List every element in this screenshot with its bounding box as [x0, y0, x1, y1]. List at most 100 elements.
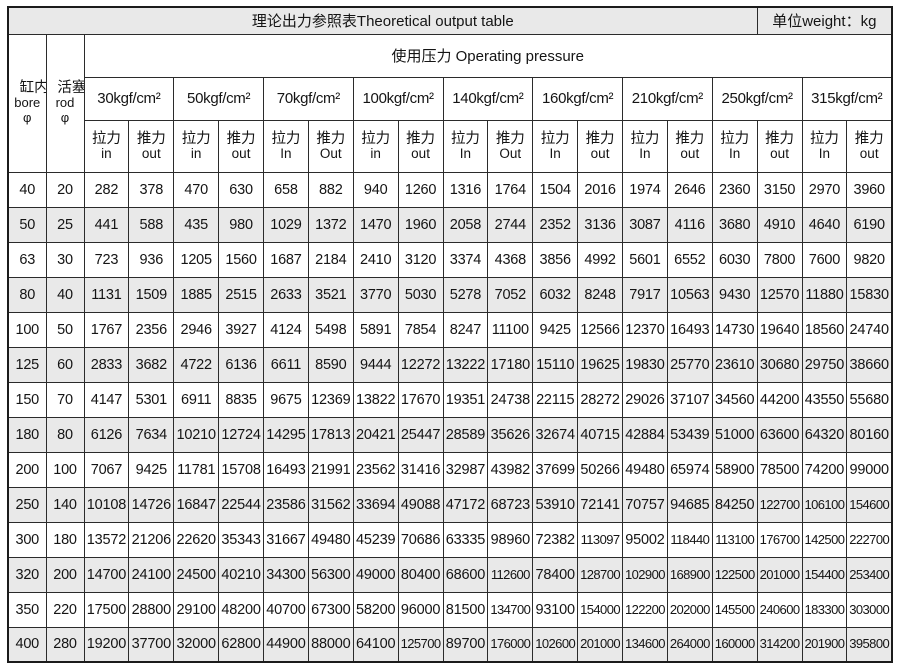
table-cell: 122500 — [711, 556, 758, 593]
table-cell: 49480 — [307, 521, 354, 558]
table-cell: 2744 — [487, 206, 534, 243]
pull-push-row: 拉力 in 推力 out 拉力 in 推力 out 拉力 In 推力 Out 拉力 in 推力 out 拉力 In… — [8, 119, 893, 173]
output-value: 2946 — [180, 321, 212, 338]
output-value: 19625 — [580, 356, 620, 373]
table-cell: 6552 — [666, 241, 713, 278]
rod-label-cn: 活塞杆 — [57, 79, 83, 96]
output-value: 154000 — [580, 601, 620, 617]
output-value: 49480 — [625, 461, 665, 478]
table-cell: 14726 — [128, 486, 175, 523]
rod-value: 200 — [53, 566, 77, 583]
table-cell: 14700 — [83, 556, 130, 593]
table-cell: 200 — [45, 556, 85, 593]
table-cell: 40715 — [577, 416, 623, 453]
table-cell: 40 — [45, 276, 85, 313]
table-cell: 99000 — [846, 451, 893, 488]
table-cell: 113100 — [711, 521, 758, 558]
table-cell: 17670 — [397, 381, 444, 418]
output-value: 201000 — [580, 636, 620, 652]
output-value: 29100 — [176, 601, 217, 618]
output-value: 134600 — [625, 636, 665, 652]
table-cell: 38660 — [846, 346, 893, 383]
rod-value: 40 — [57, 286, 73, 303]
table-cell: 28589 — [442, 416, 489, 453]
table-cell: 630 — [218, 171, 264, 208]
table-cell: 320 — [7, 556, 47, 593]
output-value: 44900 — [266, 636, 306, 653]
table-cell: 64100 — [352, 626, 399, 663]
table-cell: 50 — [7, 206, 47, 243]
table-cell: 22544 — [218, 486, 264, 523]
output-value: 9430 — [718, 286, 751, 303]
bore-value: 250 — [15, 496, 40, 513]
table-cell: 55680 — [846, 381, 893, 418]
table-cell: 20421 — [352, 416, 399, 453]
table-cell: 100 — [7, 311, 47, 348]
push-header-7-sub: out — [770, 146, 789, 162]
table-cell: 160000 — [711, 626, 758, 663]
table-cell: 2946 — [173, 311, 220, 348]
table-cell: 80160 — [846, 416, 893, 453]
table-cell: 2356 — [128, 311, 175, 348]
table-cell: 29100 — [173, 591, 220, 628]
table-cell: 19351 — [442, 381, 489, 418]
output-value: 202000 — [669, 601, 710, 617]
output-value: 2360 — [718, 181, 751, 198]
table-cell: 74200 — [801, 451, 848, 488]
output-value: 55680 — [849, 391, 890, 408]
output-value: 43982 — [490, 461, 531, 478]
output-value: 9425 — [135, 461, 168, 478]
output-value: 89700 — [445, 636, 486, 653]
output-value: 49000 — [356, 566, 396, 583]
output-value: 4722 — [180, 356, 212, 373]
output-value: 11781 — [177, 461, 216, 478]
output-value: 29026 — [625, 391, 665, 408]
table-cell: 63600 — [756, 416, 803, 453]
output-value: 72382 — [535, 531, 576, 548]
table-cell: 81500 — [442, 591, 489, 628]
output-value: 67300 — [311, 601, 351, 618]
table-cell: 70757 — [622, 486, 668, 523]
table-cell: 282 — [83, 171, 130, 208]
output-value: 222700 — [849, 531, 890, 547]
table-cell: 7800 — [756, 241, 803, 278]
table-cell: 200 — [7, 451, 47, 488]
output-value: 19830 — [625, 356, 665, 373]
output-value: 25447 — [400, 426, 441, 443]
output-value: 25770 — [670, 356, 710, 373]
table-cell: 49000 — [352, 556, 399, 593]
output-value: 22115 — [536, 391, 575, 408]
output-value: 6136 — [225, 356, 257, 373]
output-value: 314200 — [759, 636, 800, 652]
table-cell: 43982 — [487, 451, 534, 488]
rod-value: 50 — [57, 321, 73, 338]
table-cell: 264000 — [666, 626, 713, 663]
table-cell: 588 — [128, 206, 175, 243]
output-value: 1131 — [91, 286, 122, 303]
output-value: 2016 — [584, 181, 616, 198]
output-value: 70686 — [400, 531, 441, 548]
pressure-units-row: 30kgf/cm² 50kgf/cm² 70kgf/cm² 100kgf/cm² 140… — [8, 76, 893, 121]
pull-header-3: 拉力 in — [352, 119, 399, 173]
rod-symbol: φ — [60, 110, 70, 126]
output-value: 7052 — [494, 286, 527, 303]
output-value: 64320 — [804, 426, 845, 443]
output-value: 19200 — [86, 636, 127, 653]
bore-value: 40 — [19, 181, 36, 198]
table-cell: 6911 — [173, 381, 220, 418]
output-value: 3120 — [404, 251, 437, 268]
output-value: 2515 — [225, 286, 257, 303]
table-cell: 31562 — [307, 486, 354, 523]
output-value: 106100 — [804, 496, 845, 512]
table-cell: 441 — [83, 206, 130, 243]
push-header-6-sub: out — [680, 146, 700, 162]
output-value: 7917 — [629, 286, 661, 303]
push-header-3: 推力 out — [397, 119, 444, 173]
table-cell: 95002 — [622, 521, 668, 558]
bore-column-header: 缸内径 bore φ — [7, 33, 47, 173]
output-value: 94685 — [670, 496, 710, 513]
output-value: 31667 — [266, 531, 306, 548]
output-value: 8835 — [225, 391, 257, 408]
table-cell: 303000 — [846, 591, 893, 628]
table-cell: 98960 — [487, 521, 534, 558]
